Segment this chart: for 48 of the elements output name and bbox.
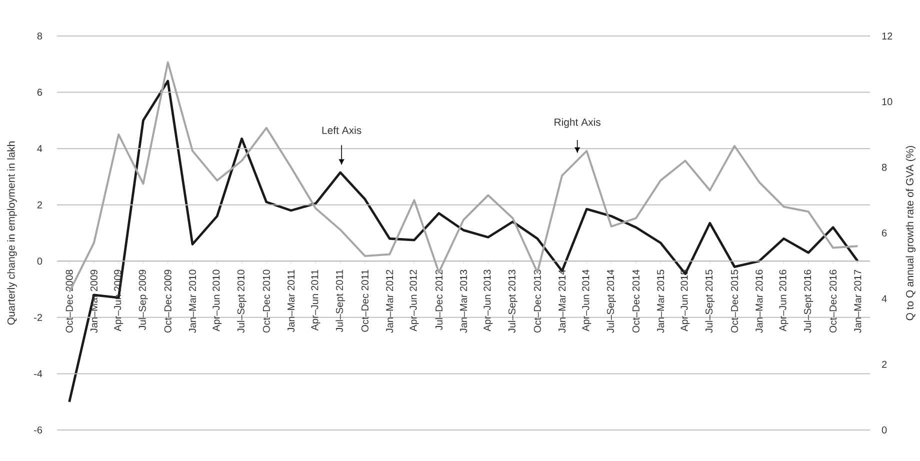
- y-tick-label: -6: [34, 426, 42, 434]
- y2-tick-label: 0: [882, 426, 887, 434]
- x-tick-label: Jan–Mar 2012: [386, 270, 394, 333]
- x-tick-label: Jul–Sept 2011: [336, 270, 345, 332]
- x-tick-label: Jul–Sep 2009: [138, 270, 148, 330]
- x-tick-label: Jan–Mar 2010: [188, 270, 196, 333]
- x-tick-label: Jul–Sept 2010: [237, 270, 246, 333]
- y-axis-title: Quarterly change in employment in lakh: [7, 142, 17, 325]
- x-tick-label: Jul–Sept 2016: [804, 270, 814, 333]
- x-tick-label: Apr–Jun 2013: [484, 270, 493, 332]
- y2-tick-label: 6: [882, 229, 887, 237]
- x-tick-label: Jan–Mar 2014: [558, 270, 566, 333]
- y2-tick-label: 12: [882, 32, 892, 40]
- x-tick-label: Jan–Mar 2015: [657, 270, 664, 333]
- x-tick-label: Oct–Dec 2009: [164, 270, 172, 333]
- x-tick-label: Jan–Mar 2016: [756, 270, 763, 333]
- x-tick-label: Oct–Dec 2015: [730, 270, 738, 333]
- annotation: Right Axis: [554, 118, 600, 128]
- y-tick-label: 4: [37, 145, 42, 152]
- y-tick-label: -2: [34, 314, 42, 321]
- x-tick-label: Jan–Mar 2017: [854, 270, 862, 333]
- y-tick-label: 0: [37, 258, 42, 265]
- y-tick-label: -4: [34, 370, 42, 378]
- x-tick-label: Apr–Jun 2014: [582, 270, 592, 332]
- x-tick-label: Apr–Jun 2010: [212, 270, 222, 332]
- x-tick-label: Jul–Dec 2012: [435, 270, 443, 330]
- annotation: Left Axis: [322, 126, 362, 134]
- x-tick-label: Oct–Dec 2008: [66, 270, 73, 333]
- x-tick-label: Apr–Jun 2011: [311, 270, 320, 331]
- y2-tick-label: 8: [882, 164, 887, 171]
- y2-tick-label: 2: [882, 360, 887, 368]
- x-tick-label: Jul–Sept 2015: [705, 270, 715, 333]
- x-tick-label: Apr–Jun 2016: [779, 270, 788, 332]
- y2-tick-label: 10: [882, 98, 892, 106]
- y-tick-label: 8: [37, 32, 42, 40]
- x-tick-label: Oct–Dec 2010: [262, 270, 270, 333]
- y2-tick-label: 4: [882, 295, 887, 302]
- x-tick-label: Oct–Dec 2014: [632, 270, 640, 333]
- y-tick-label: 6: [37, 88, 42, 96]
- x-tick-label: Jan–Mar 2013: [460, 270, 468, 333]
- x-tick-label: Oct–Dec 2016: [830, 270, 837, 333]
- y2-axis-title: Q to Q annual growth rate of GVA (%): [906, 146, 916, 320]
- x-tick-label: Jul–Sept 2014: [606, 270, 616, 333]
- x-tick-label: Oct–Dec 2011: [361, 270, 368, 332]
- x-tick-label: Apr–Jun 2012: [410, 270, 419, 332]
- x-tick-label: Jul–Sept 2013: [508, 270, 518, 333]
- y-tick-label: 2: [37, 201, 42, 208]
- x-tick-label: Jan–Mar 2011: [288, 270, 295, 332]
